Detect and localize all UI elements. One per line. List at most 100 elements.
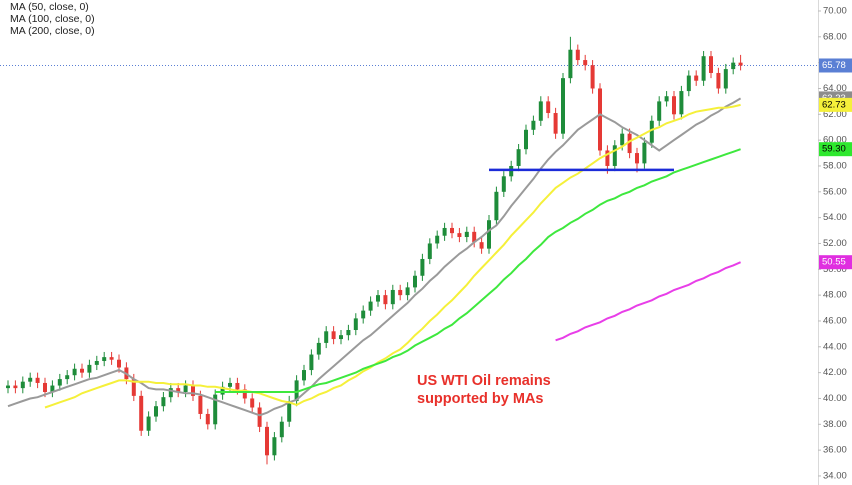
candle-body (435, 235, 440, 244)
candle-body (213, 394, 218, 425)
candle-body (575, 49, 580, 61)
candle-body (420, 258, 425, 276)
candle-body (43, 382, 47, 393)
candle-body (598, 88, 602, 151)
candle-body (50, 385, 55, 393)
candle-body (672, 96, 676, 115)
candle-body (287, 401, 292, 422)
y-tick-label: 52.00 (823, 238, 847, 249)
candle-body (524, 129, 528, 150)
candle-body (398, 289, 403, 296)
candle-body (635, 153, 639, 164)
y-tick-label: 62.00 (823, 109, 847, 120)
candle-body (561, 78, 565, 134)
y-tick-label: 70.00 (823, 5, 847, 16)
candle-body (501, 176, 506, 192)
candle-body (94, 361, 99, 365)
candle-body (464, 231, 469, 238)
moving-average-line (7, 97, 742, 417)
y-tick-label: 50.00 (823, 264, 847, 275)
candle-body (701, 56, 706, 81)
candle-body (716, 72, 721, 89)
candle-body (509, 165, 514, 177)
candle-body (723, 69, 728, 89)
candle-body (413, 275, 417, 288)
price-axis: 34.00 36.00 38.00 40.00 42.00 44.00 46.00 48.00… (818, 5, 852, 481)
candle-body (80, 368, 84, 373)
candle-body (427, 243, 432, 259)
candle-body (583, 60, 588, 66)
candle-body (664, 96, 669, 102)
candle-body (131, 379, 136, 396)
price-badge (819, 255, 852, 270)
candle-body (738, 62, 743, 66)
candle-body (686, 75, 691, 92)
candle-body (228, 382, 232, 387)
candle-body (457, 233, 462, 238)
candle-body (538, 101, 543, 121)
moving-average-line (44, 103, 741, 409)
candle-body (191, 385, 195, 396)
candle-body (272, 437, 277, 456)
price-badge (819, 97, 852, 112)
candle-body (472, 231, 477, 243)
y-tick-label: 68.00 (823, 31, 847, 42)
y-tick-label: 64.00 (823, 83, 847, 94)
candle-body (20, 381, 25, 389)
candle-body (65, 375, 70, 380)
indicator-label: MA (100, close, 0) (10, 13, 95, 25)
candle-body (265, 426, 269, 456)
candle-body (620, 133, 625, 146)
candle-body (331, 331, 336, 340)
candle-body (146, 416, 151, 431)
candle-body (657, 101, 662, 121)
candle-body (531, 120, 536, 130)
candle-body (235, 382, 240, 390)
y-tick-label: 54.00 (823, 212, 847, 223)
candle-body (324, 331, 329, 343)
candle-body (57, 379, 62, 386)
candle-body (294, 380, 299, 402)
y-tick-label: 56.00 (823, 186, 847, 197)
candle-body (339, 335, 343, 340)
y-tick-label: 34.00 (823, 470, 847, 481)
y-tick-label: 48.00 (823, 290, 847, 301)
candle-body (368, 301, 373, 311)
candle-body (516, 149, 521, 166)
candle-body (479, 242, 484, 249)
y-tick-label: 42.00 (823, 367, 847, 378)
candle-body (612, 145, 617, 166)
candle-body (679, 91, 684, 115)
candle-body (390, 289, 395, 305)
candle-body (361, 310, 366, 319)
candle-body (709, 56, 713, 73)
candle-body (590, 65, 595, 89)
candle-body (28, 377, 33, 382)
candle-body (154, 406, 158, 417)
candle-body (627, 133, 632, 154)
indicator-label: MA (50, close, 0) (10, 1, 89, 13)
candle-body (72, 368, 77, 376)
candle-body (161, 397, 166, 407)
candle-body (346, 330, 351, 336)
price-badge-label: 59.30 (822, 144, 846, 155)
y-tick-label: 58.00 (823, 160, 847, 171)
candle-body (383, 295, 388, 305)
candle-body (257, 407, 262, 427)
candle-body (139, 395, 144, 431)
candle-body (183, 385, 188, 393)
price-badge-label: 50.55 (822, 257, 846, 268)
candle-body (568, 49, 573, 79)
y-tick-label: 46.00 (823, 315, 847, 326)
candle-body (353, 318, 358, 331)
candle-body (168, 388, 173, 398)
candle-body (731, 62, 736, 70)
candle-body (102, 357, 107, 362)
candle-body (450, 227, 454, 234)
y-tick-label: 36.00 (823, 445, 847, 456)
candle-body (376, 295, 380, 302)
y-tick-label: 38.00 (823, 419, 847, 430)
candle-body (250, 398, 255, 408)
candle-body (642, 142, 647, 164)
